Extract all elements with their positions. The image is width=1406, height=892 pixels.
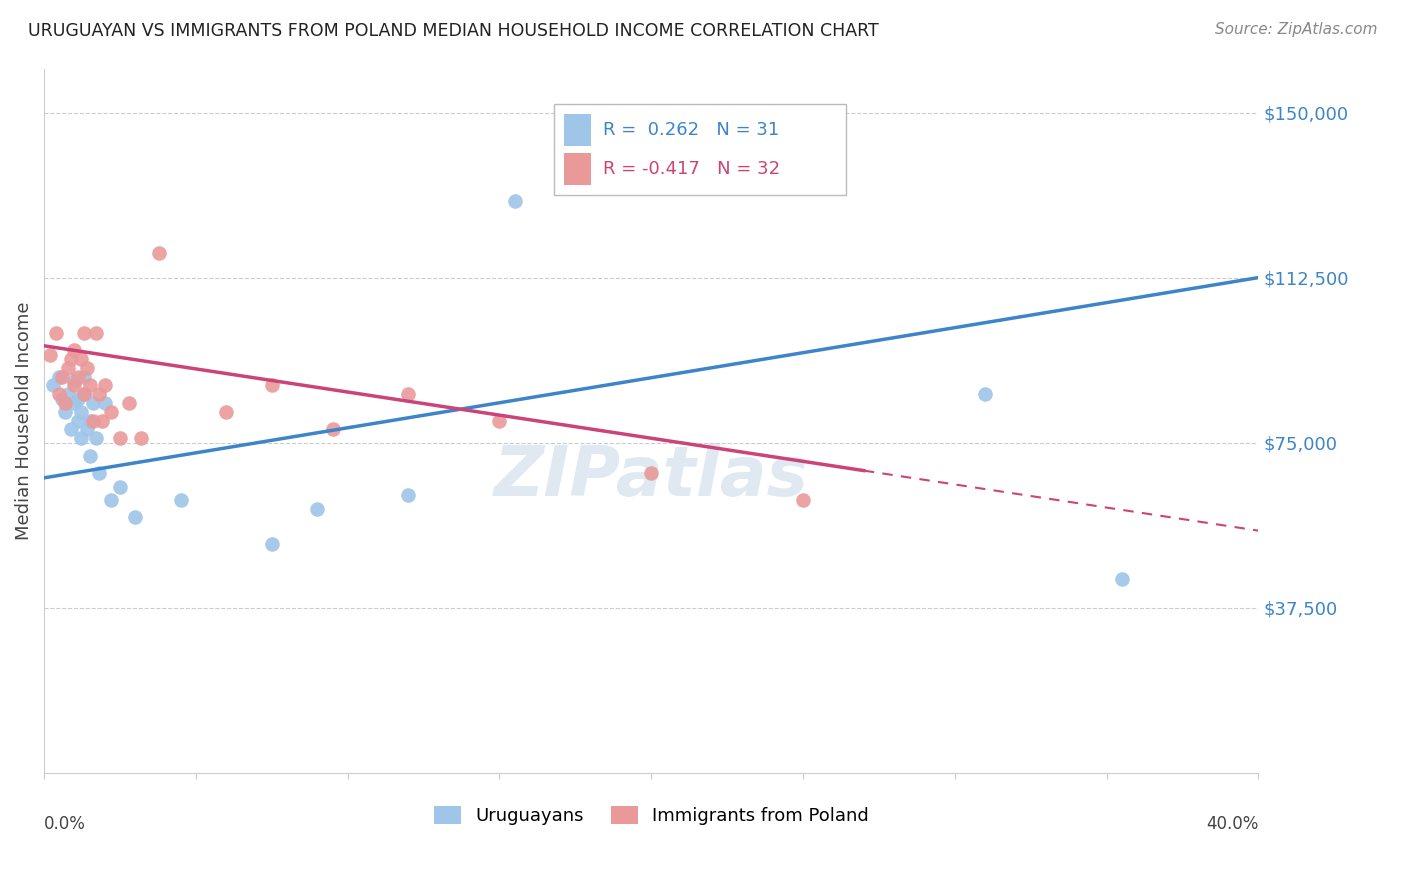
Point [108, 480, 131, 494]
Point [60, 351, 83, 366]
Point [72, 326, 94, 340]
Bar [564, 153, 591, 185]
Point [129, 431, 152, 445]
Point [87, 387, 110, 401]
Point [48, 369, 70, 384]
Point [94, 378, 117, 392]
Point [53, 396, 76, 410]
Point [974, 387, 997, 401]
Text: Source: ZipAtlas.com: Source: ZipAtlas.com [1215, 22, 1378, 37]
Point [63, 396, 86, 410]
Point [72, 369, 94, 384]
Text: R =  0.262   N = 31: R = 0.262 N = 31 [603, 120, 779, 139]
Point [66, 392, 89, 406]
Point [100, 492, 122, 507]
Point [84, 326, 107, 340]
Point [118, 396, 141, 410]
Point [170, 492, 193, 507]
Point [58, 387, 80, 401]
Point [396, 488, 419, 502]
Point [82, 414, 104, 428]
Point [792, 492, 814, 507]
Legend: Uruguayans, Immigrants from Poland: Uruguayans, Immigrants from Poland [425, 797, 877, 834]
Point [94, 396, 117, 410]
Point [51, 392, 73, 406]
Point [66, 414, 89, 428]
Point [503, 194, 526, 208]
Point [69, 351, 91, 366]
Point [100, 405, 122, 419]
Point [42, 378, 65, 392]
Point [90, 414, 112, 428]
Point [51, 369, 73, 384]
Point [215, 405, 238, 419]
Point [63, 374, 86, 388]
Point [321, 422, 343, 436]
Point [76, 360, 98, 375]
Point [260, 537, 283, 551]
Point [72, 387, 94, 401]
Point [53, 405, 76, 419]
Point [58, 360, 80, 375]
Point [87, 467, 110, 481]
Point [39, 348, 62, 362]
Point [63, 343, 86, 358]
Point [69, 431, 91, 445]
Point [84, 431, 107, 445]
Text: R = -0.417   N = 32: R = -0.417 N = 32 [603, 160, 780, 178]
Text: URUGUAYAN VS IMMIGRANTS FROM POLAND MEDIAN HOUSEHOLD INCOME CORRELATION CHART: URUGUAYAN VS IMMIGRANTS FROM POLAND MEDI… [28, 22, 879, 40]
Point [79, 449, 101, 463]
Point [66, 369, 89, 384]
Point [60, 422, 83, 436]
Y-axis label: Median Household Income: Median Household Income [15, 301, 32, 540]
Text: 40.0%: 40.0% [1206, 815, 1258, 833]
Point [488, 414, 510, 428]
Point [82, 396, 104, 410]
Point [307, 501, 329, 516]
Point [260, 378, 283, 392]
Bar [554, 103, 845, 195]
Point [1111, 572, 1133, 586]
Point [72, 387, 94, 401]
Point [69, 405, 91, 419]
Point [79, 414, 101, 428]
Point [148, 246, 170, 260]
Point [396, 387, 419, 401]
Bar [564, 114, 591, 146]
Point [76, 422, 98, 436]
Point [108, 431, 131, 445]
Text: ZIPatlas: ZIPatlas [494, 443, 808, 510]
Text: 0.0%: 0.0% [44, 815, 86, 833]
Point [640, 467, 662, 481]
Point [45, 326, 67, 340]
Point [124, 510, 146, 524]
Point [79, 378, 101, 392]
Point [48, 387, 70, 401]
Point [63, 378, 86, 392]
